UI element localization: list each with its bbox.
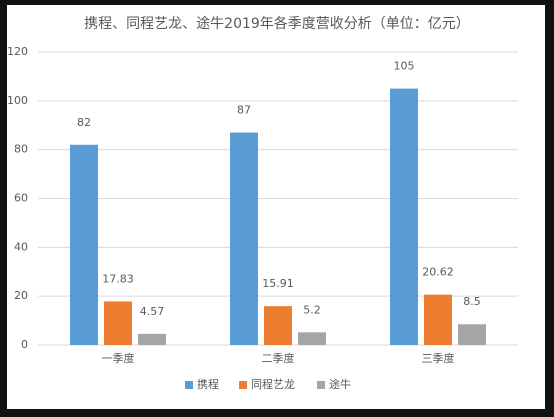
y-tick-label: 40 xyxy=(14,240,28,253)
data-label: 4.57 xyxy=(140,305,165,318)
y-tick-label: 80 xyxy=(14,143,28,156)
bar xyxy=(138,333,166,345)
x-tick-label: 二季度 xyxy=(262,351,295,365)
y-tick-label: 100 xyxy=(7,94,28,107)
legend-swatch xyxy=(317,381,325,389)
x-tick-label: 一季度 xyxy=(102,351,135,365)
bar xyxy=(390,88,418,345)
data-label: 87 xyxy=(237,104,251,117)
y-tick-label: 120 xyxy=(7,45,28,58)
bar xyxy=(424,294,452,345)
data-label: 8.5 xyxy=(463,295,481,308)
data-label: 82 xyxy=(77,116,91,129)
chart-title: 携程、同程艺龙、途牛2019年各季度营收分析（单位：亿元） xyxy=(84,15,470,32)
legend-label: 同程艺龙 xyxy=(251,378,295,391)
legend-label: 途牛 xyxy=(329,377,351,391)
bar xyxy=(104,301,132,345)
data-label: 17.83 xyxy=(102,272,134,285)
bar xyxy=(298,332,326,345)
bar xyxy=(230,132,258,345)
data-label: 20.62 xyxy=(422,266,454,279)
bar xyxy=(458,324,486,345)
legend-swatch xyxy=(185,381,193,389)
bar xyxy=(70,144,98,345)
y-tick-label: 20 xyxy=(14,289,28,302)
data-label: 105 xyxy=(394,60,415,73)
data-label: 5.2 xyxy=(303,303,321,316)
legend-swatch xyxy=(239,381,247,389)
legend-label: 携程 xyxy=(197,377,219,391)
y-tick-label: 0 xyxy=(21,338,28,351)
data-label: 15.91 xyxy=(262,277,294,290)
y-tick-label: 60 xyxy=(14,192,28,205)
x-tick-label: 三季度 xyxy=(422,351,455,365)
bar xyxy=(264,306,292,345)
